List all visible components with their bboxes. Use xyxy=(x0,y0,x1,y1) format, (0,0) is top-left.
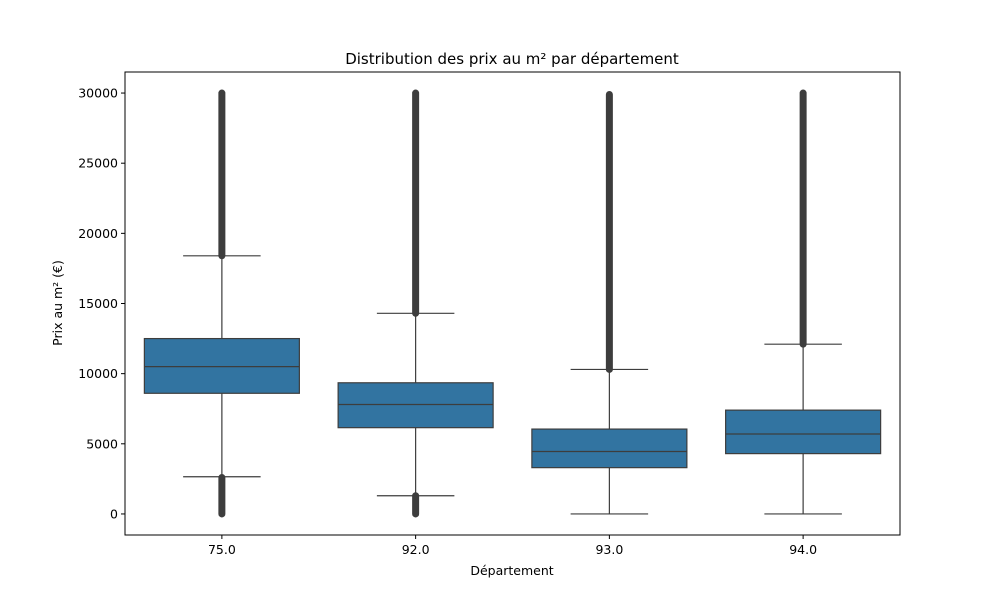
y-axis: 0 5000 10000 15000 20000 25000 30000 xyxy=(78,86,125,521)
box-iqr xyxy=(531,428,688,469)
x-tick-label: 93.0 xyxy=(595,542,623,557)
plot-area xyxy=(143,89,882,518)
box-group-93.0 xyxy=(531,90,688,515)
y-axis-label: Prix au m² (€) xyxy=(50,260,65,346)
outliers-high xyxy=(799,89,807,348)
outliers-low xyxy=(218,473,226,518)
box-iqr xyxy=(725,409,882,455)
y-tick-label: 30000 xyxy=(78,86,118,101)
x-axis-label: Département xyxy=(470,563,553,578)
x-tick-label: 94.0 xyxy=(789,542,817,557)
outliers-low xyxy=(412,492,420,518)
box-iqr xyxy=(337,382,494,429)
axes-frame xyxy=(124,71,901,536)
chart-title: Distribution des prix au m² par départem… xyxy=(345,50,679,68)
box-group-92.0 xyxy=(337,89,494,518)
x-tick-label: 75.0 xyxy=(208,542,236,557)
x-tick-label: 92.0 xyxy=(402,542,430,557)
x-axis: 75.0 92.0 93.0 94.0 xyxy=(208,535,817,557)
y-tick-label: 15000 xyxy=(78,296,118,311)
y-tick-label: 20000 xyxy=(78,226,118,241)
y-tick-label: 25000 xyxy=(78,156,118,171)
outliers-high xyxy=(412,89,420,317)
box-iqr xyxy=(143,337,300,394)
outliers-high xyxy=(218,89,226,260)
y-tick-label: 0 xyxy=(110,506,118,521)
outliers-high xyxy=(605,90,613,373)
box-group-94.0 xyxy=(725,89,882,515)
y-tick-label: 10000 xyxy=(78,366,118,381)
y-tick-label: 5000 xyxy=(86,436,118,451)
box-group-75.0 xyxy=(143,89,300,518)
